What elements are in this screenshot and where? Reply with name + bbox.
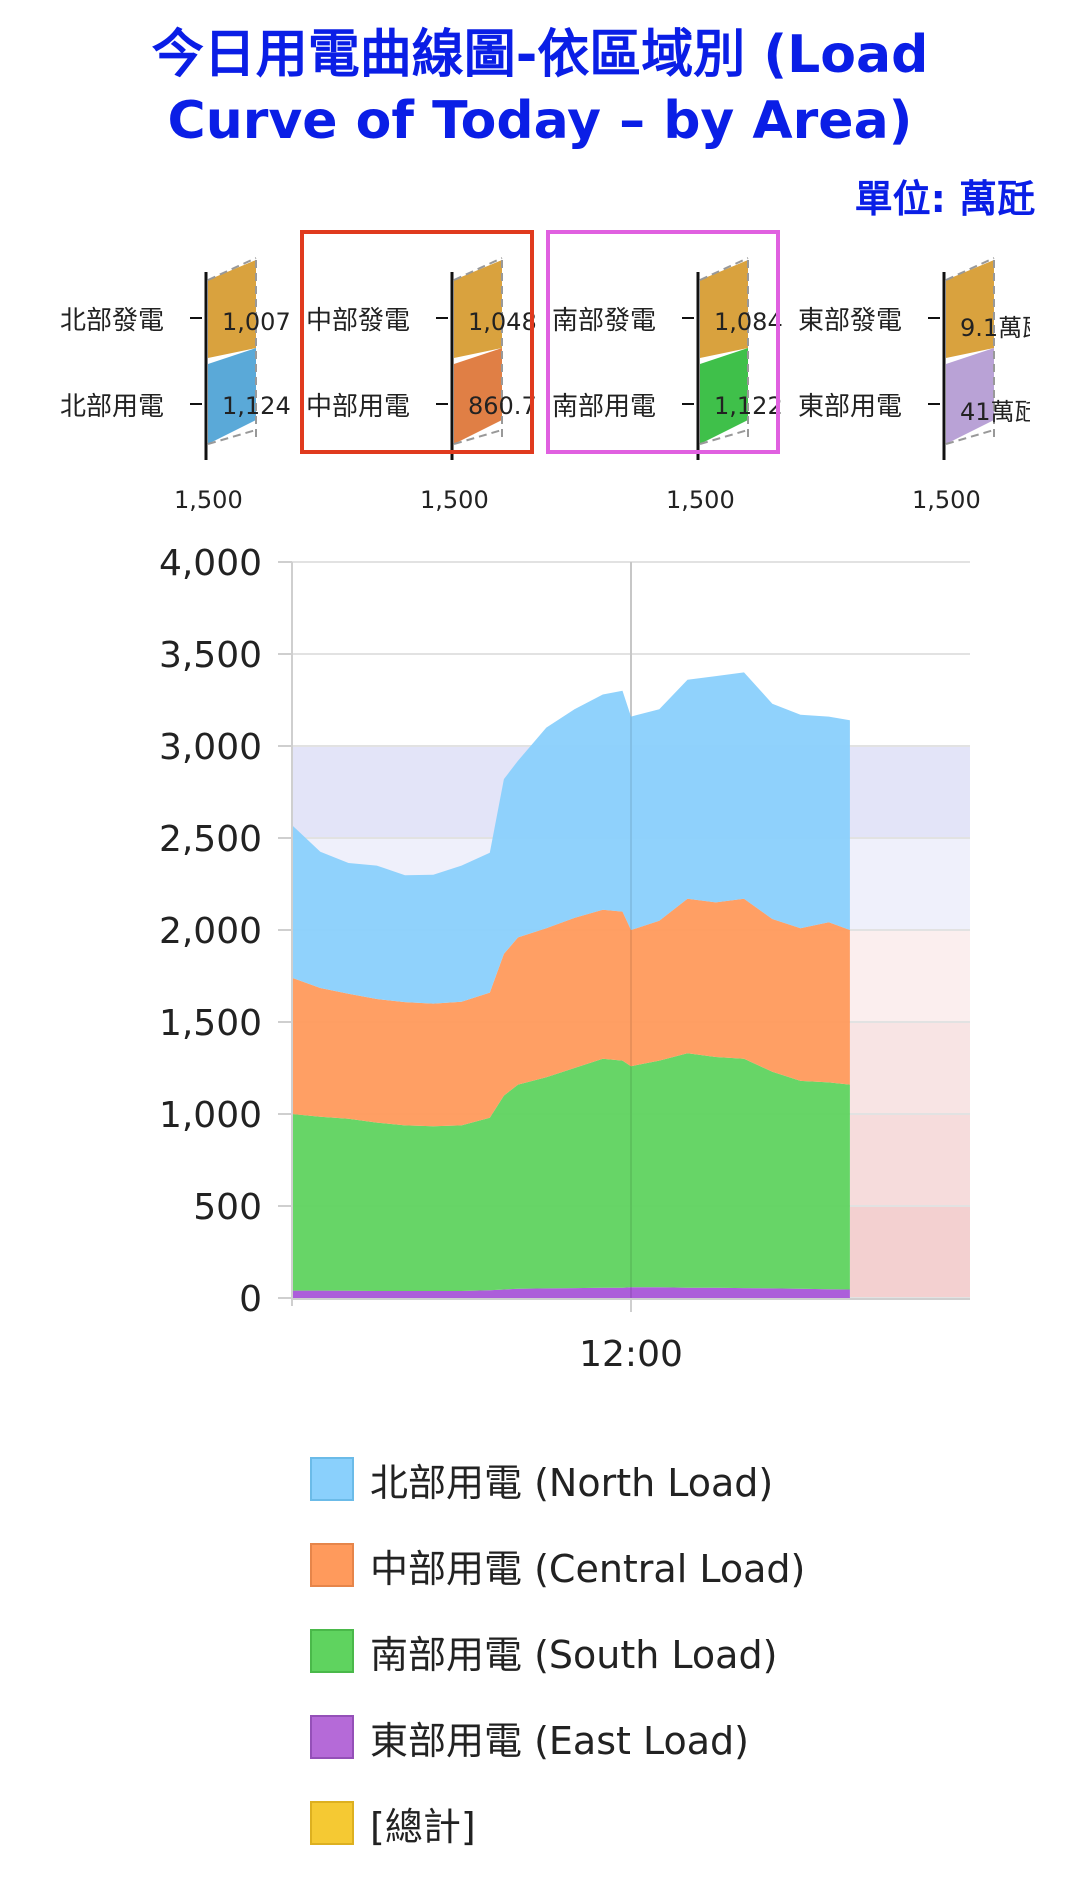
panel-dashed-edge <box>207 429 257 445</box>
plot-band <box>849 1022 970 1114</box>
panel-load-label: 南部用電 <box>552 392 657 422</box>
panel-highlight-box <box>546 230 780 454</box>
legend-swatch <box>310 1543 354 1587</box>
panel-axis-label: 1,500 <box>174 486 243 514</box>
y-tick-label: 3,500 <box>159 635 262 676</box>
panel-generation-label: 中部發電 <box>306 306 411 336</box>
area-series-south-load <box>292 1053 850 1291</box>
panel-load-bar <box>700 348 748 444</box>
plot-band <box>849 930 970 1022</box>
panel-load-value: 1,122. <box>714 392 784 420</box>
panel-load-label: 中部用電 <box>306 392 411 422</box>
panel-axis-label: 1,500 <box>912 486 981 514</box>
unit-label: 單位: 萬瓩 <box>854 177 1035 221</box>
panel-bars <box>190 257 995 460</box>
panel-dashed-edge <box>699 429 749 445</box>
panel-load-bar <box>946 348 994 444</box>
panel-load-value: 41萬瓩 <box>960 398 1030 426</box>
panel-generation-value: 9.1萬瓩 <box>960 314 1030 342</box>
panel-dashed-edge <box>945 257 995 281</box>
area-series-central-load <box>292 898 850 1127</box>
y-tick-label: 3,000 <box>159 727 262 768</box>
panel-dashed-edge <box>699 257 749 281</box>
y-tick-label: 4,000 <box>159 543 262 584</box>
panel-generation-value: 1,084. <box>714 308 784 336</box>
y-tick-label: 0 <box>239 1279 262 1320</box>
panel-dashed-edge <box>453 257 503 281</box>
legend-label: 南部用電 (South Load) <box>370 1632 778 1677</box>
x-tick-label: 12:00 <box>579 1334 683 1375</box>
panel-load-value: 1,124. <box>222 392 292 420</box>
area-series-east-load <box>292 1287 850 1298</box>
regional-balance-panels: 北部發電北部用電 1,007. 1,124. 1,500 中部發電中部用電 1,048 86… <box>0 230 1080 520</box>
panel-highlight-box <box>300 230 534 454</box>
plot-band <box>849 1206 970 1298</box>
load-curve-chart: 0 500 1,000 1,500 2,000 2,500 3,000 3,500 4,000 1… <box>159 543 970 1375</box>
panel-load-value: 860.7 <box>468 392 537 420</box>
legend-item[interactable]: 中部用電 (Central Load) <box>310 1522 805 1608</box>
y-tick-label: 1,000 <box>159 1095 262 1136</box>
panel-dashed-edge <box>207 257 257 281</box>
chart-title-line-2: Curve of Today – by Area) <box>167 91 913 151</box>
y-tick-label: 500 <box>193 1187 262 1228</box>
panel-axis-label: 1,500 <box>420 486 489 514</box>
y-tick-label: 2,000 <box>159 911 262 952</box>
legend-item[interactable]: 南部用電 (South Load) <box>310 1608 805 1694</box>
legend-label: 東部用電 (East Load) <box>370 1718 749 1763</box>
chart-title: 今日用電曲線圖-依區域別 (Load Curve of Today – by A… <box>40 22 1040 154</box>
y-tick-label: 1,500 <box>159 1003 262 1044</box>
panel-load-label: 東部用電 <box>798 392 903 422</box>
y-tick-label: 2,500 <box>159 819 262 860</box>
panel-generation-bar <box>946 260 994 358</box>
panel-load-bar <box>454 348 502 444</box>
panel-generation-label: 北部發電 <box>60 306 165 336</box>
legend-swatch <box>310 1629 354 1673</box>
area-series-north-load <box>292 672 850 1004</box>
legend-item[interactable]: 東部用電 (East Load) <box>310 1694 805 1780</box>
plot-band <box>849 1114 970 1206</box>
panel-dashed-edge <box>945 429 995 445</box>
panel-generation-bar <box>454 260 502 358</box>
panel-generation-bar <box>700 260 748 358</box>
legend-swatch <box>310 1457 354 1501</box>
panel-load-label: 北部用電 <box>60 392 165 422</box>
panel-generation-label: 東部發電 <box>798 306 903 336</box>
legend-item[interactable]: 北部用電 (North Load) <box>310 1436 805 1522</box>
legend-label: 中部用電 (Central Load) <box>370 1546 806 1591</box>
chart-title-line-1: 今日用電曲線圖-依區域別 (Load <box>151 25 929 85</box>
legend-item[interactable]: [總計] <box>310 1780 805 1866</box>
panel-generation-value: 1,048 <box>468 308 537 336</box>
panel-generation-bar <box>208 260 256 358</box>
legend-label: [總計] <box>370 1804 476 1849</box>
legend-swatch <box>310 1715 354 1759</box>
legend-label: 北部用電 (North Load) <box>370 1460 774 1505</box>
panel-axis-label: 1,500 <box>666 486 735 514</box>
panel-load-bar <box>208 348 256 444</box>
legend-swatch <box>310 1801 354 1845</box>
panel-dashed-edge <box>453 429 503 445</box>
panel-generation-label: 南部發電 <box>552 306 657 336</box>
panel-generation-value: 1,007. <box>222 308 292 336</box>
chart-legend: 北部用電 (North Load) 中部用電 (Central Load) 南部用電… <box>310 1436 805 1866</box>
